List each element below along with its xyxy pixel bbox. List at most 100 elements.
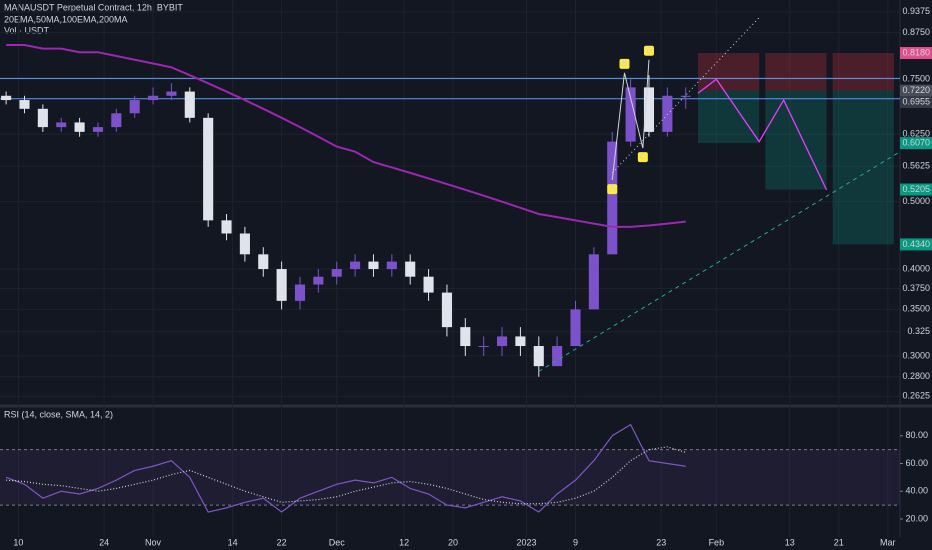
x-tick-label: 22 (277, 537, 287, 547)
pattern-label: C (640, 152, 646, 161)
x-tick-label: 9 (573, 537, 578, 547)
y-tick-label: 20.00 (905, 513, 928, 523)
price-label: 0.5205 (902, 184, 930, 194)
projection-path (697, 78, 828, 191)
y-tick-label: 0.5000 (902, 196, 930, 206)
y-tick-label: 0.4000 (902, 263, 930, 273)
candle-body (680, 95, 691, 97)
pattern-label: B (622, 59, 627, 68)
y-tick-label: 0.3000 (902, 350, 930, 360)
x-tick-label: 10 (13, 537, 23, 547)
price-label: 0.7220 (902, 85, 930, 95)
x-tick-label: 13 (785, 537, 795, 547)
x-tick-label: 21 (834, 537, 844, 547)
candle-body (588, 254, 599, 310)
candle-body (221, 220, 232, 234)
rsi-line (6, 446, 686, 505)
candle-body (276, 269, 287, 301)
pattern-line (611, 59, 650, 181)
pattern-label: A (610, 184, 616, 193)
chart-title: MANAUSDT Perpetual Contract, 12h, BYBIT (4, 2, 183, 12)
y-tick-label: 0.9375 (902, 6, 930, 16)
pattern-point (637, 152, 648, 163)
candle-body (258, 254, 269, 270)
candle-body (239, 233, 250, 255)
candle-body (607, 141, 618, 255)
target-zone (832, 90, 894, 245)
candle-body (552, 346, 563, 367)
price-label-box (900, 96, 932, 109)
candle-body (166, 91, 177, 96)
trend-line (538, 151, 901, 372)
candle-body (294, 284, 306, 301)
candle-body (19, 100, 30, 109)
pattern-point (607, 184, 618, 195)
stop-zone (697, 53, 760, 91)
y-tick-label: 0.2625 (902, 391, 930, 401)
volume-label: Vol · USDT (4, 25, 50, 35)
rsi-band (0, 449, 900, 506)
candle-body (111, 113, 122, 128)
candle-body (441, 292, 452, 328)
candle-body (423, 276, 434, 293)
candle-body (331, 269, 342, 277)
price-label-box (900, 238, 932, 251)
pattern-point (643, 45, 654, 56)
candle-body (74, 122, 85, 132)
y-tick-label: 0.3750 (902, 283, 930, 293)
y-tick-label: 0.8750 (902, 27, 930, 37)
x-tick-label: 14 (228, 537, 238, 547)
price-label-box (900, 47, 932, 60)
y-tick-label: 0.7500 (902, 74, 930, 84)
x-tick-label: 2023 (517, 537, 537, 547)
candle-body (515, 336, 526, 347)
x-tick-label: Feb (709, 537, 725, 547)
indicators: 20EMA,50MA,100EMA,200MA (4, 14, 128, 24)
y-tick-label: 0.6250 (902, 129, 930, 139)
x-tick-label: 20 (448, 537, 458, 547)
price-label: 0.6955 (902, 96, 930, 106)
pattern-label: D (646, 46, 652, 55)
candle-body (184, 91, 195, 118)
candle-body (148, 95, 159, 101)
x-tick-label: Nov (145, 537, 162, 547)
moving-average (6, 44, 686, 228)
candle-body (662, 95, 673, 132)
candle-body (92, 127, 104, 132)
candle-body (533, 346, 544, 367)
candle-body (313, 276, 324, 285)
price-label-box (900, 137, 932, 150)
x-tick-label: 23 (656, 537, 666, 547)
price-label-box (900, 84, 932, 97)
x-tick-label: Dec (329, 537, 346, 547)
candle-body (625, 87, 636, 142)
candle-body (478, 346, 489, 348)
candle-body (643, 87, 655, 132)
candle-body (1, 95, 12, 101)
candle-body (570, 309, 581, 347)
candle-body (368, 261, 379, 270)
target-zone (697, 90, 760, 144)
candle-body (496, 336, 508, 347)
rsi-line (5, 423, 686, 513)
y-tick-label: 0.325 (907, 326, 930, 336)
y-tick-label: 40.00 (905, 486, 928, 496)
price-label-box (900, 183, 932, 196)
target-zone (765, 90, 827, 190)
candle-body (37, 108, 48, 128)
pattern-point (619, 58, 630, 69)
candle-body (405, 261, 416, 277)
pane-title: RSI (14, close, SMA, 14, 2) (4, 409, 113, 419)
stop-zone (832, 53, 894, 91)
x-tick-label: 12 (399, 537, 409, 547)
y-tick-label: 80.00 (905, 430, 928, 440)
candle-body (386, 261, 397, 270)
x-tick-label: Mar (880, 537, 896, 547)
x-tick-label: 24 (99, 537, 109, 547)
candle-body (56, 122, 67, 128)
stop-zone (765, 53, 827, 91)
price-label: 0.8180 (902, 47, 930, 57)
price-label: 0.6070 (902, 137, 930, 147)
y-tick-label: 60.00 (905, 458, 928, 468)
